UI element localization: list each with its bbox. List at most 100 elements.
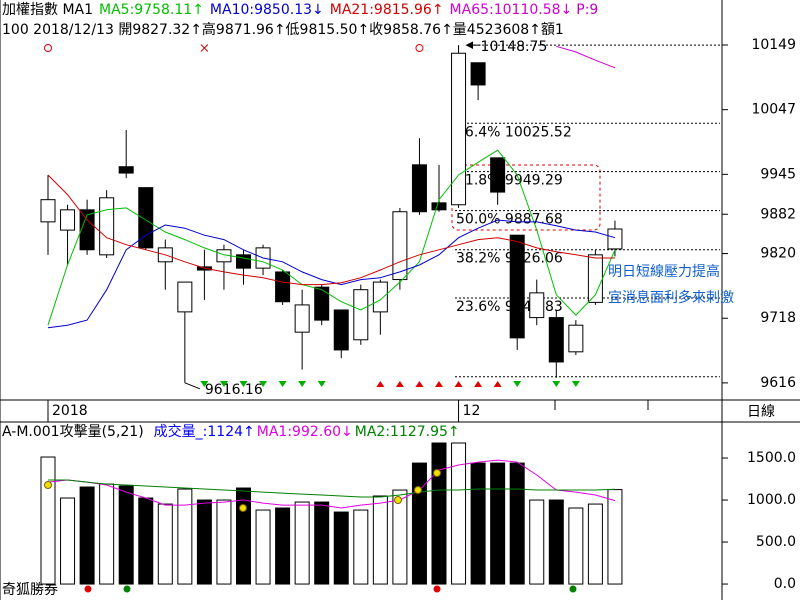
volume-bar bbox=[255, 509, 271, 585]
volume-bar bbox=[138, 497, 154, 585]
volume-bar bbox=[236, 487, 251, 585]
volume-bar bbox=[118, 485, 134, 585]
signal-marker bbox=[259, 381, 268, 387]
legend-entry: MA65:10110.58↓ bbox=[450, 2, 573, 18]
signal-marker bbox=[278, 381, 287, 387]
volume-bar bbox=[60, 497, 76, 585]
signal-marker bbox=[454, 381, 463, 387]
candle-body bbox=[568, 324, 584, 353]
candle-body bbox=[118, 166, 134, 174]
y-tick-label: 500.0 bbox=[756, 534, 796, 550]
candle-body bbox=[509, 234, 525, 339]
y-tick-label: 9882 bbox=[760, 206, 796, 222]
y-tick-label: 9945 bbox=[760, 166, 796, 182]
low-leader bbox=[184, 382, 201, 390]
volume-bar bbox=[196, 499, 212, 585]
signal-dot bbox=[433, 585, 441, 593]
legend-entry: MA1:992.60↓ bbox=[257, 424, 353, 440]
volume-bar bbox=[411, 462, 427, 585]
signal-marker bbox=[219, 381, 228, 387]
volume-bar bbox=[177, 488, 193, 585]
candle-body bbox=[411, 164, 427, 213]
volume-bar bbox=[294, 501, 310, 585]
signal-marker bbox=[395, 381, 404, 387]
candle-body bbox=[40, 199, 56, 223]
candle-body bbox=[294, 304, 310, 333]
low-label: 9616.16 bbox=[205, 382, 263, 398]
legend-extra: P:9 bbox=[576, 2, 598, 18]
candle-body bbox=[236, 254, 251, 269]
signal-marker bbox=[552, 381, 561, 387]
candle-body bbox=[60, 209, 76, 231]
legend-entry: MA10:9850.13↓ bbox=[210, 2, 324, 18]
signal-marker bbox=[376, 381, 385, 387]
series-line bbox=[47, 219, 616, 329]
level-label: 38.2% 9826.06 bbox=[456, 251, 563, 267]
volume-bar bbox=[568, 507, 584, 585]
level-label: 61.8% 9949.29 bbox=[456, 173, 563, 189]
candle-body bbox=[314, 286, 330, 321]
level-label: 23.6% 9749.83 bbox=[456, 299, 563, 315]
legend-entry: 成交量_:1124↑ bbox=[154, 423, 255, 440]
signal-circle bbox=[44, 44, 52, 52]
signal-marker bbox=[571, 381, 580, 387]
volume-bar bbox=[451, 442, 467, 585]
candle-body bbox=[392, 211, 408, 281]
y-tick-label: 9718 bbox=[760, 310, 796, 326]
series-line bbox=[47, 149, 616, 326]
x-tick-label: 12 bbox=[463, 403, 481, 419]
signal-marker bbox=[200, 381, 209, 387]
candle-body bbox=[372, 281, 388, 313]
panel-title: A-M.001攻擊量(5,21) bbox=[2, 423, 144, 440]
volume-bar bbox=[314, 501, 330, 585]
legend-entry: MA21:9815.96↑ bbox=[330, 2, 444, 18]
signal-dot bbox=[569, 585, 577, 593]
candle-body bbox=[177, 281, 193, 313]
candle-body bbox=[607, 228, 623, 250]
volume-bar bbox=[392, 489, 408, 585]
candle-body bbox=[451, 52, 467, 206]
candle-body bbox=[138, 187, 154, 249]
signal-marker bbox=[493, 381, 502, 387]
signal-dot bbox=[84, 585, 92, 593]
series-line bbox=[48, 479, 616, 498]
candle-body bbox=[529, 292, 545, 319]
volume-bar bbox=[333, 511, 349, 585]
annotation: 宜消息面利多來刺激 bbox=[608, 289, 734, 306]
y-tick-label: 9616 bbox=[760, 375, 796, 391]
signal-marker bbox=[239, 381, 248, 387]
signal-dot bbox=[414, 486, 422, 494]
volume-bar bbox=[79, 486, 95, 585]
candle-body bbox=[275, 271, 291, 303]
y-tick-label: 1500.0 bbox=[747, 450, 796, 466]
volume-bar bbox=[40, 456, 56, 585]
volume-bar bbox=[275, 507, 291, 585]
annotation: 明日短線壓力提高 bbox=[608, 263, 720, 280]
candle-body bbox=[79, 209, 95, 251]
candle-body bbox=[333, 309, 349, 351]
candle-body bbox=[353, 289, 369, 341]
arrow bbox=[465, 41, 481, 49]
header-legend: 加權指數 MA1 MA5:9758.11↑ MA10:9850.13↓ MA21:98… bbox=[2, 2, 598, 18]
series-line bbox=[47, 174, 615, 286]
signal-marker bbox=[513, 381, 522, 387]
y-tick-label: 10047 bbox=[751, 102, 796, 118]
signal-dot bbox=[239, 504, 247, 512]
signal-dot bbox=[394, 496, 402, 504]
signal-dot bbox=[433, 469, 441, 477]
high-label: 10148.75 bbox=[481, 39, 548, 55]
candle-body bbox=[548, 317, 564, 363]
y-tick-label: 9820 bbox=[760, 246, 796, 262]
volume-bar bbox=[470, 462, 486, 585]
volume-bar bbox=[490, 462, 506, 585]
volume-bar bbox=[607, 489, 623, 585]
level-label: 76.4% 10025.52 bbox=[456, 124, 572, 140]
volume-bar bbox=[216, 499, 232, 585]
signal-marker bbox=[317, 381, 326, 387]
candle-body bbox=[490, 157, 506, 193]
level-label: 50.0% 9887.68 bbox=[456, 212, 563, 228]
volume-legend: A-M.001攻擊量(5,21) 成交量_:1124↑ MA1:992.60↓ MA2… bbox=[2, 423, 460, 440]
signal-circle bbox=[415, 44, 424, 52]
volume-bar bbox=[431, 442, 447, 585]
